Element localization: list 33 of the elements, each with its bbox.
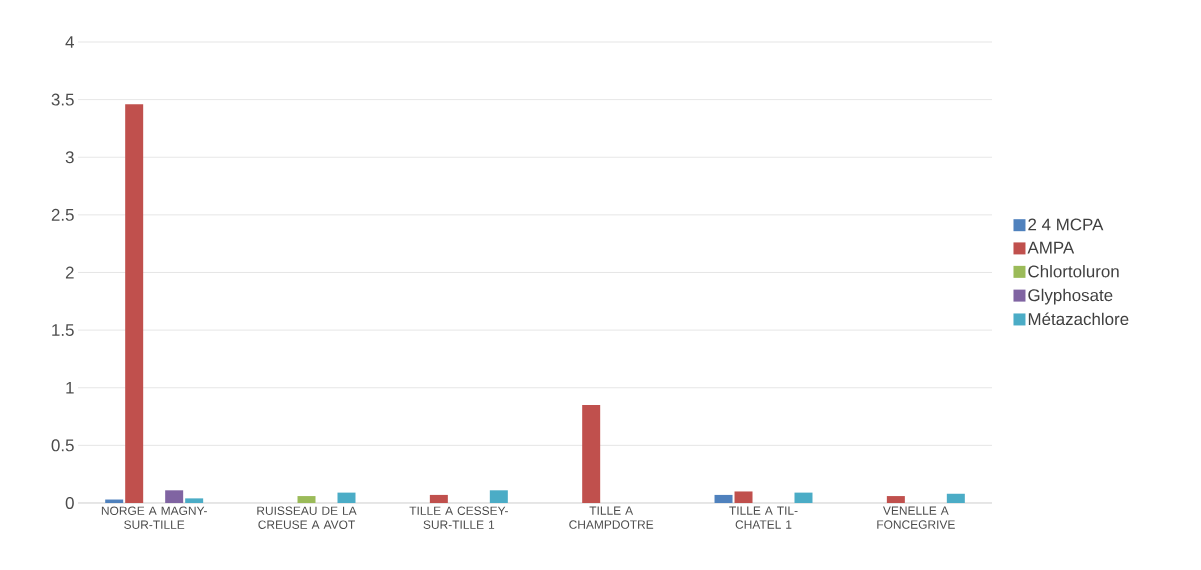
legend-label: Chlortoluron <box>1028 264 1119 278</box>
y-tick-label: 4 <box>65 36 74 48</box>
bar <box>185 498 204 503</box>
bar <box>582 405 601 503</box>
x-tick-label: TILLE A CESSEY-SUR-TILLE 1 <box>409 506 508 529</box>
y-tick-label: 0 <box>65 496 74 509</box>
bar <box>794 492 813 503</box>
x-tick-label: NORGE A MAGNY-SUR-TILLE <box>101 506 207 529</box>
bar <box>946 493 965 503</box>
bar <box>714 494 733 503</box>
y-tick-label: 1.5 <box>52 324 74 337</box>
x-tick-label: RUISSEAU DE LA CREUSE A AVOT <box>257 506 357 529</box>
bar <box>886 496 905 503</box>
y-tick-label: 3 <box>65 151 74 164</box>
y-tick-label: 2.5 <box>51 208 74 221</box>
bar <box>489 490 508 503</box>
legend-label: Métazachlore <box>1028 312 1129 326</box>
y-tick-label: 3.5 <box>51 93 74 106</box>
y-tick-label: 0.5 <box>51 439 74 452</box>
bar <box>337 492 356 503</box>
bar <box>297 496 316 503</box>
x-tick-label: TILLE A CHAMPDOTRE <box>569 506 654 529</box>
legend-label: 2 4 MCPA <box>1028 218 1104 231</box>
y-tick-label: 1 <box>66 381 74 394</box>
legend-label: AMPA <box>1027 241 1075 254</box>
bar <box>734 491 753 503</box>
x-tick-label: VENELLE A FONCEGRIVE <box>877 506 955 529</box>
y-tick-label: 2 <box>65 266 74 279</box>
bar <box>165 490 184 503</box>
bar <box>125 104 144 503</box>
bar <box>429 494 448 503</box>
x-tick-label: TILLE A TIL-CHATEL 1 <box>729 506 798 529</box>
legend-label: Glyphosate <box>1028 288 1113 305</box>
